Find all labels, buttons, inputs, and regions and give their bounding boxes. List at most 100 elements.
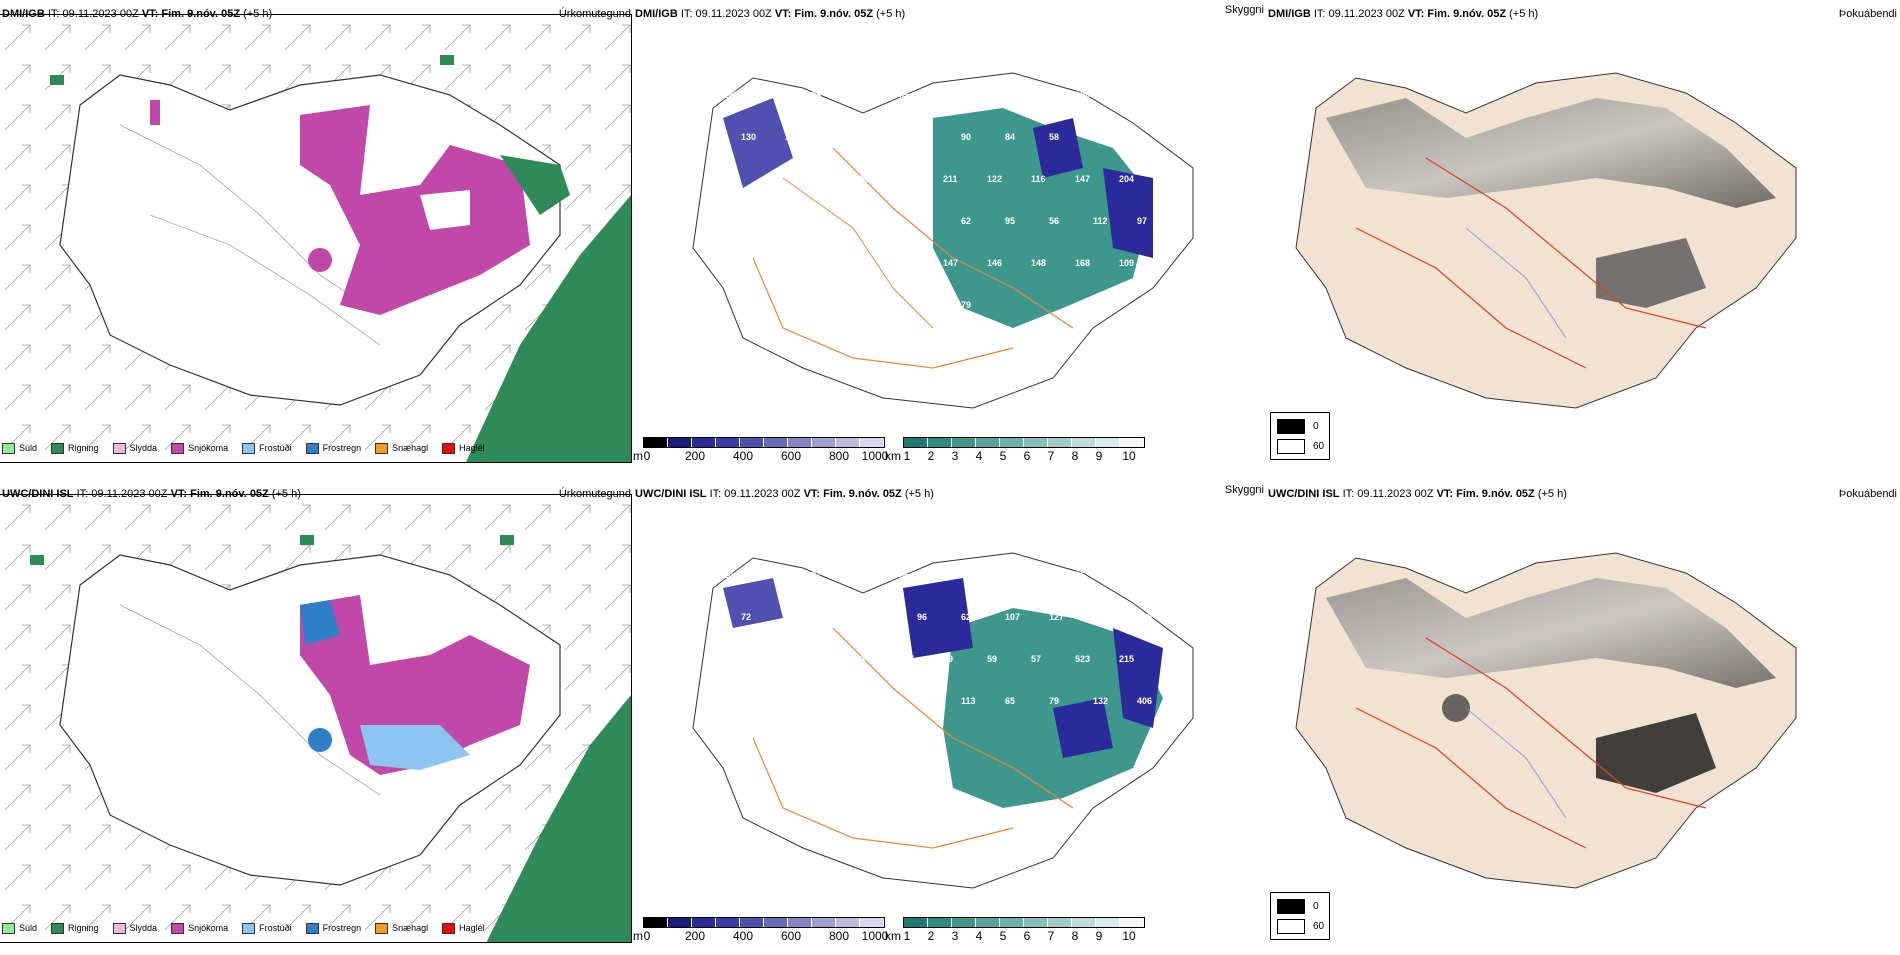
cbar-m-unit: m (633, 449, 643, 463)
visibility-map: 128 114 88 92 65 70 63 73 109 135 130 105 91 107 101 90… (692, 72, 1194, 409)
vis-value-label: 49 (943, 654, 953, 664)
fog-legend-label: 0 (1313, 901, 1319, 912)
cbar-tick: 9 (1095, 449, 1103, 463)
panel-header: UWC/DINI ISL IT: 09.11.2023 00Z VT: Fim.… (635, 484, 1264, 502)
model-name: DMI/IGB (1268, 8, 1311, 20)
vis-value-label: 148 (1031, 258, 1046, 268)
vis-value-label: 198 (899, 174, 914, 184)
fog-legend: 0 60 (1270, 412, 1330, 460)
vis-value-label: 127 (1049, 612, 1064, 622)
vis-value-label: 113 (741, 300, 756, 310)
cbar-tick: 800 (828, 929, 850, 943)
visibility-colorbar: m 0 200 400 600 800 1000 km 1 2 3 4 5 6 … (633, 917, 1266, 947)
model-name: UWC/DINI ISL (635, 488, 707, 500)
vis-value-label: 189 (741, 216, 756, 226)
cbar-km-strip (903, 917, 1145, 928)
vt-label: VT: (803, 488, 821, 500)
vis-value-label: 93 (943, 570, 953, 580)
cbar-km-strip (903, 437, 1145, 448)
vis-value-label: 92 (855, 90, 865, 100)
vis-value-label: 236 (917, 300, 932, 310)
vis-value-label: 95 (1005, 216, 1015, 226)
vis-value-label: 79 (723, 738, 733, 748)
fog-legend-label: 0 (1313, 421, 1319, 432)
cbar-tick: 9 (1095, 929, 1103, 943)
panel-title: Skyggni (1224, 484, 1264, 496)
cbar-m-unit: m (633, 929, 643, 943)
it-label: IT: (680, 8, 693, 20)
panel-title: Þokuábendi (1838, 488, 1897, 500)
vis-value-label: 73 (1031, 90, 1041, 100)
vis-value-label: 215 (1119, 654, 1134, 664)
vis-value-label: 130 (741, 132, 756, 142)
vis-value-label: 191 (785, 696, 800, 706)
vis-value-label: 96 (917, 612, 927, 622)
model-name: UWC/DINI ISL (1268, 488, 1340, 500)
cbar-tick: 7 (1047, 449, 1055, 463)
vis-value-label: 145 (917, 696, 932, 706)
panel-header: DMI/IGB IT: 09.11.2023 00Z VT: Fim. 9.nó… (635, 4, 1264, 22)
vis-labels: 128 114 88 92 65 70 63 73 109 135 130 105 91 107 101 90… (723, 90, 1147, 310)
cbar-tick: 0 (643, 929, 651, 943)
cbar-tick: 1 (903, 929, 911, 943)
cbar-tick: 6 (1023, 929, 1031, 943)
vis-value-label: 59 (987, 654, 997, 664)
vis-value-label: 90 (961, 132, 971, 142)
panel-precip-uwc: UWC/DINI ISL IT: 09.11.2023 00Z VT: Fim.… (0, 480, 633, 955)
cbar-tick: 8 (1071, 449, 1079, 463)
it-label: IT: (709, 488, 722, 500)
vis-value-label: 55 (723, 174, 733, 184)
cbar-tick: 8 (1071, 929, 1079, 943)
vis-value-label: 113 (961, 696, 976, 706)
cbar-tick: 7 (1047, 929, 1055, 943)
it-label: IT: (1313, 8, 1326, 20)
vis-value-label: 67 (741, 696, 751, 706)
vis-value-label: 147 (785, 216, 800, 226)
vis-value-label: 112 (1093, 216, 1108, 226)
vis-value-label: 884 (917, 216, 932, 226)
vis-value-label: 91 (829, 132, 839, 142)
vis-value-label: 104 (723, 570, 738, 580)
vis-value-label: 140 (873, 612, 888, 622)
cbar-tick: 400 (732, 449, 754, 463)
cbar-km-unit: km (885, 449, 901, 463)
cbar-tick: 200 (684, 449, 706, 463)
precip-map (0, 14, 632, 463)
vis-value-label: 89 (855, 654, 865, 664)
vis-value-label: 86 (1075, 570, 1085, 580)
vis-value-label: 57 (855, 570, 865, 580)
cbar-tick: 1000 (861, 449, 889, 463)
vis-labels: 104 70 87 57 36 93 67 88 86 105 72 62 113 140 96 62 107 1… (723, 570, 1152, 748)
vis-value-label: 125 (873, 300, 888, 310)
vis-value-label: 36 (899, 570, 909, 580)
vis-value-label: 146 (987, 258, 1002, 268)
vis-value-label: 101 (917, 132, 932, 142)
vis-value-label: 62 (785, 612, 795, 622)
precip-legend: Súld Rigning Slydda Snjókoma Frostúði Fr… (2, 918, 485, 938)
vt-label: VT: (1407, 8, 1425, 20)
vis-value-label: 107 (829, 300, 844, 310)
vis-value-label: 70 (767, 570, 777, 580)
vis-value-label: 132 (1093, 696, 1108, 706)
vis-value-label: 523 (1075, 654, 1090, 664)
vt-label: VT: (774, 8, 792, 20)
vis-value-label: 67 (987, 570, 997, 580)
it-value: 09.11.2023 00Z (695, 8, 772, 20)
vis-value-label: 107 (873, 132, 888, 142)
legend-item: Frostúði (242, 442, 292, 454)
it-value: 09.11.2023 00Z (724, 488, 801, 500)
vis-value-label: 189 (811, 258, 826, 268)
legend-item: Frostúði (242, 922, 292, 934)
vis-value-label: 65 (899, 258, 909, 268)
vis-value-label: 159 (855, 174, 870, 184)
vis-value-label: 63 (987, 90, 997, 100)
legend-item: Snæhagl (375, 922, 428, 934)
vt-value: Fim. 9.nóv. 05Z (1456, 488, 1535, 500)
legend-item: Haglél (442, 922, 485, 934)
fog-legend-label: 60 (1313, 441, 1325, 452)
legend-item: Rigning (51, 922, 99, 934)
cbar-tick: 400 (732, 929, 754, 943)
cbar-km-unit: km (885, 929, 901, 943)
it-value: 09.11.2023 00Z (1328, 8, 1405, 20)
legend-item: Snjókoma (171, 922, 228, 934)
